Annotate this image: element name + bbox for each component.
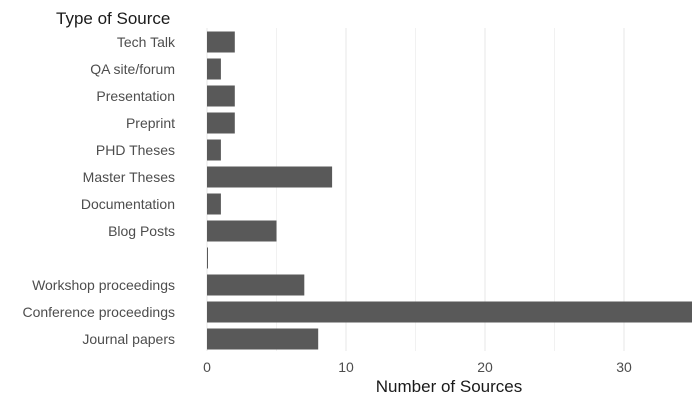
bar-workshop-proceedings: [207, 274, 305, 296]
category-label: Conference proceedings: [22, 304, 175, 320]
bar-blank: [207, 247, 208, 269]
grid-lines: [206, 28, 625, 351]
x-tick-label: 20: [477, 359, 493, 375]
category-label: Tech Talk: [117, 34, 176, 50]
category-label: Documentation: [81, 196, 175, 212]
x-axis-title: Number of Sources: [376, 377, 522, 396]
x-tick-label: 0: [203, 359, 211, 375]
bar-preprint: [207, 112, 235, 134]
bar-blog-posts: [207, 220, 277, 242]
category-label: Preprint: [126, 115, 175, 131]
category-label: Blog Posts: [108, 223, 175, 239]
category-label: QA site/forum: [90, 61, 175, 77]
bar-master-theses: [207, 166, 333, 188]
x-tick-labels: 0 10 20 30: [203, 359, 632, 375]
bar-phd-theses: [207, 139, 221, 161]
y-axis-title: Type of Source: [56, 9, 170, 28]
bar-journal-papers: [207, 328, 319, 350]
bars: [207, 31, 692, 350]
x-tick-label: 10: [338, 359, 354, 375]
category-label: Presentation: [96, 88, 175, 104]
category-labels: Tech Talk QA site/forum Presentation Prepri…: [22, 34, 176, 347]
bar-conference-proceedings: [207, 301, 692, 323]
category-label: Workshop proceedings: [32, 277, 175, 293]
category-label: PHD Theses: [96, 142, 175, 158]
bar-presentation: [207, 85, 235, 107]
bar-documentation: [207, 193, 221, 215]
bar-tech-talk: [207, 31, 235, 53]
category-label: Journal papers: [82, 331, 175, 347]
bar-qa-site-forum: [207, 58, 221, 80]
category-label: Master Theses: [83, 169, 175, 185]
x-tick-label: 30: [616, 359, 632, 375]
